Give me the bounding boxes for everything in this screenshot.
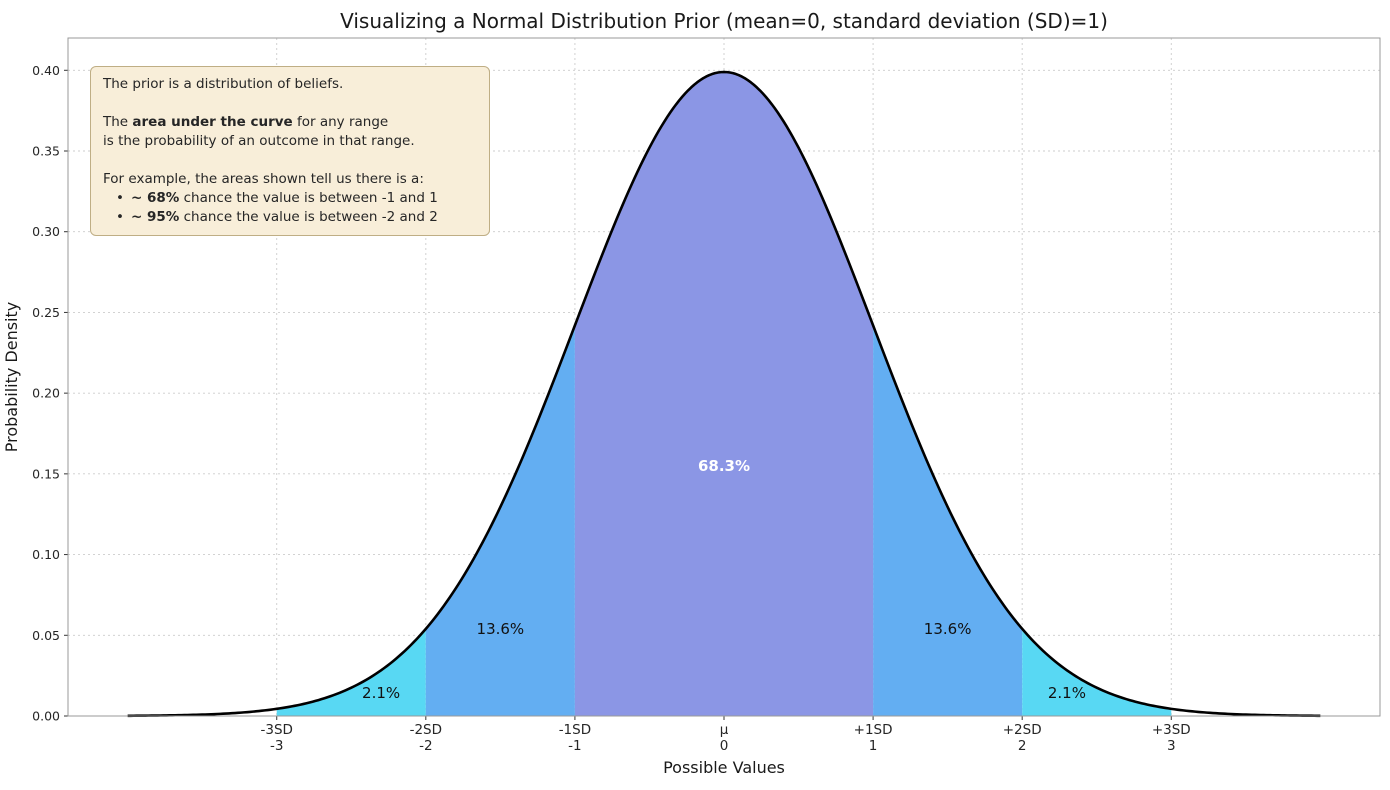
annotation-line-example: For example, the areas shown tell us the…: [103, 171, 424, 187]
region-label-1: 13.6%: [477, 620, 525, 638]
region-area-2: [574, 71, 874, 717]
annotation-text: chance the value is between -2 and 2: [179, 209, 438, 225]
annotation-spacer: [103, 151, 477, 170]
x-tick-value-label: 0: [720, 738, 729, 754]
y-tick-label: 0.20: [32, 386, 60, 401]
x-tick-sd-label: +3SD: [1152, 722, 1191, 738]
annotation-bold-area-under-curve: area under the curve: [132, 114, 293, 130]
annotation-bullet-95: • ~ 95% chance the value is between -2 an…: [103, 208, 477, 227]
annotation-line-area: The area under the curve for any range: [103, 113, 477, 132]
annotation-text: chance the value is between -1 and 1: [179, 190, 438, 206]
annotation-line-probability: is the probability of an outcome in that…: [103, 133, 415, 149]
region-label-2: 68.3%: [698, 457, 750, 475]
region-area-0: [276, 628, 426, 716]
chart-plot-group: 2.1% 13.6% 68.3% 13.6% 2.1% 0.00 0.05 0.10 0.15 0…: [32, 37, 1381, 754]
region-label-4: 2.1%: [1048, 684, 1086, 702]
x-tick-sd-label: μ: [720, 722, 729, 738]
chart-title: Visualizing a Normal Distribution Prior …: [340, 9, 1108, 33]
y-tick-label: 0.35: [32, 144, 60, 159]
annotation-spacer: [103, 94, 477, 113]
plot-border: [67, 37, 1381, 717]
y-tick-label: 0.10: [32, 547, 60, 562]
x-tick-value-label: 1: [869, 738, 878, 754]
y-axis-label: Probability Density: [2, 302, 21, 453]
annotation-bullet-68: • ~ 68% chance the value is between -1 an…: [103, 189, 477, 208]
x-tick-value-label: 3: [1167, 738, 1176, 754]
bullet-icon: •: [116, 190, 124, 206]
y-tick-label: 0.05: [32, 628, 60, 643]
region-area-4: [1022, 628, 1172, 716]
y-tick-label: 0.30: [32, 224, 60, 239]
annotation-bold-68: ~ 68%: [130, 190, 180, 206]
x-tick-sd-label: -1SD: [559, 722, 591, 738]
x-tick-sd-label: +1SD: [854, 722, 893, 738]
x-tick-sd-label: +2SD: [1003, 722, 1042, 738]
x-tick-value-label: 2: [1018, 738, 1027, 754]
distribution-curve: [127, 70, 1321, 718]
y-tick-label: 0.40: [32, 63, 60, 78]
y-tick-label: 0.25: [32, 305, 60, 320]
y-tick-label: 0.15: [32, 466, 60, 481]
annotation-line-intro: The prior is a distribution of beliefs.: [103, 76, 344, 92]
region-label-0: 2.1%: [362, 684, 400, 702]
bullet-icon: •: [116, 209, 124, 225]
x-tick-sd-label: -2SD: [410, 722, 442, 738]
y-tick-label: 0.00: [32, 709, 60, 724]
x-tick-value-label: -1: [568, 738, 581, 754]
annotation-box: The prior is a distribution of beliefs. …: [90, 66, 490, 236]
x-tick-value-label: -3: [270, 738, 283, 754]
x-tick-value-label: -2: [419, 738, 432, 754]
annotation-text: for any range: [292, 114, 389, 130]
x-tick-sd-label: -3SD: [261, 722, 293, 738]
region-label-3: 13.6%: [924, 620, 972, 638]
x-axis-label: Possible Values: [663, 758, 785, 777]
annotation-text: The: [103, 114, 133, 130]
annotation-bold-95: ~ 95%: [130, 209, 180, 225]
